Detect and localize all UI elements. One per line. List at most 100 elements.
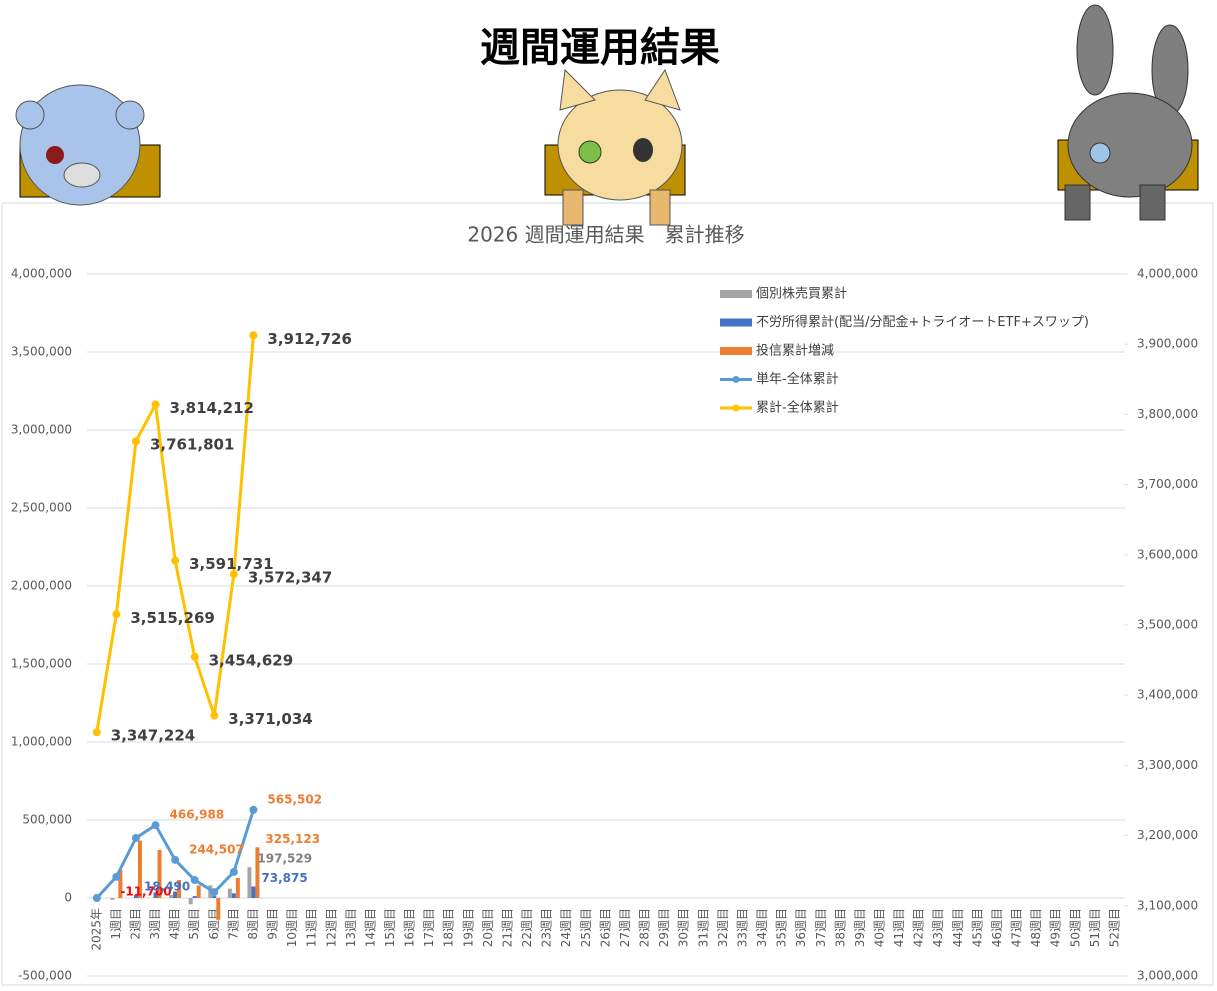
- x-tick-label: 45週目: [970, 908, 984, 947]
- bar: [137, 840, 142, 898]
- data-label: 3,814,212: [170, 399, 254, 417]
- bar: [255, 847, 260, 898]
- mascot-fox: [544, 68, 686, 226]
- x-tick-label: 2025年: [89, 908, 103, 951]
- x-tick-label: 12週目: [324, 908, 338, 947]
- x-tick-label: 13週目: [344, 908, 358, 947]
- legend-swatch: [720, 290, 752, 298]
- legend-swatch: [720, 347, 752, 355]
- y2-tick-label: 3,300,000: [1137, 758, 1198, 772]
- x-tick-label: 44週目: [951, 908, 965, 947]
- y-tick-label: -500,000: [18, 969, 72, 983]
- x-tick-label: 50週目: [1068, 908, 1082, 947]
- legend-label: 累計-全体累計: [756, 400, 839, 416]
- bar: [235, 878, 240, 898]
- y-tick-label: 2,500,000: [11, 501, 72, 515]
- x-tick-label: 29週目: [657, 908, 671, 947]
- bar: [231, 893, 236, 898]
- x-tick-label: 3週目: [148, 908, 162, 940]
- x-tick-label: 8週目: [246, 908, 260, 940]
- series-point: [210, 711, 219, 720]
- x-tick-label: 25週目: [579, 908, 593, 947]
- legend-swatch: [732, 404, 740, 412]
- data-label: 3,347,224: [111, 727, 195, 745]
- series-point: [190, 652, 199, 661]
- y2-tick-label: 3,600,000: [1137, 547, 1198, 561]
- x-tick-label: 48週目: [1029, 908, 1043, 947]
- data-label: 244,507: [189, 842, 244, 856]
- x-tick-label: 27週目: [618, 908, 632, 947]
- legend-swatch: [732, 376, 740, 383]
- bar: [169, 894, 174, 898]
- x-tick-label: 32週目: [716, 908, 730, 947]
- x-tick-label: 2週目: [128, 908, 142, 940]
- legend-label: 単年-全体累計: [756, 371, 839, 387]
- x-tick-label: 36週目: [794, 908, 808, 947]
- x-tick-label: 30週目: [677, 908, 691, 947]
- bar: [110, 898, 115, 900]
- series-point: [249, 331, 258, 340]
- x-tick-label: 21週目: [500, 908, 514, 947]
- bar: [251, 886, 256, 898]
- mascot-rabbit: [1057, 4, 1199, 221]
- series-point: [112, 872, 121, 881]
- data-label: 3,371,034: [228, 710, 312, 728]
- series-point: [112, 610, 121, 619]
- bar: [216, 898, 221, 920]
- chart-title: 2026 週間運用結果 累計推移: [467, 223, 744, 247]
- data-label: 197,529: [257, 852, 312, 866]
- data-label: 3,515,269: [130, 609, 214, 627]
- bar: [192, 896, 197, 898]
- series-point: [229, 570, 238, 579]
- bar: [196, 885, 201, 898]
- x-tick-label: 43週目: [931, 908, 945, 947]
- x-tick-label: 51週目: [1088, 908, 1102, 947]
- bar: [208, 885, 213, 898]
- y-tick-label: 3,000,000: [11, 423, 72, 437]
- x-tick-label: 34週目: [755, 908, 769, 947]
- series-point: [229, 867, 238, 876]
- x-tick-label: 24週目: [559, 908, 573, 947]
- x-tick-label: 5週目: [187, 908, 201, 940]
- data-label: 3,912,726: [267, 330, 351, 348]
- data-label: 3,761,801: [150, 436, 234, 454]
- x-tick-label: 39週目: [853, 908, 867, 947]
- x-tick-label: 26週目: [598, 908, 612, 947]
- page-title: 週間運用結果: [480, 25, 720, 71]
- series-point: [92, 894, 101, 902]
- bar: [247, 867, 252, 898]
- x-tick-label: 14週目: [363, 908, 377, 947]
- x-tick-label: 16週目: [403, 908, 417, 947]
- x-tick-label: 47週目: [1010, 908, 1024, 947]
- data-label: 3,572,347: [248, 569, 332, 587]
- y-tick-label: 0: [64, 891, 72, 905]
- x-tick-label: 4週目: [168, 908, 182, 940]
- bar: [177, 880, 182, 898]
- y2-tick-label: 3,800,000: [1137, 407, 1198, 421]
- series-point: [92, 728, 101, 737]
- legend-label: 不労所得累計(配当/分配金+トライオートETF+スワップ): [756, 314, 1089, 330]
- bar: [227, 888, 232, 898]
- legend-swatch: [720, 318, 752, 327]
- y-tick-label: 1,000,000: [11, 735, 72, 749]
- y-tick-label: 2,000,000: [11, 579, 72, 593]
- x-tick-label: 9週目: [266, 908, 280, 940]
- y2-tick-label: 3,200,000: [1137, 828, 1198, 842]
- series-point: [151, 821, 160, 830]
- data-label: 3,591,731: [189, 555, 273, 573]
- y2-tick-label: 3,100,000: [1137, 898, 1198, 912]
- data-label: 73,875: [261, 871, 307, 885]
- y2-tick-label: 3,500,000: [1137, 618, 1198, 632]
- x-tick-label: 37週目: [814, 908, 828, 947]
- data-label: 325,123: [265, 832, 320, 846]
- bar: [133, 895, 138, 898]
- y-tick-label: 4,000,000: [11, 267, 72, 281]
- legend-label: 投信累計増減: [756, 343, 834, 359]
- mascot-bear: [15, 84, 161, 206]
- x-tick-label: 22週目: [520, 908, 534, 947]
- x-tick-label: 17週目: [422, 908, 436, 947]
- x-tick-label: 38週目: [833, 908, 847, 947]
- legend-label: 個別株売買累計: [756, 286, 847, 302]
- bar: [118, 869, 123, 898]
- data-label: -11,700: [120, 884, 171, 898]
